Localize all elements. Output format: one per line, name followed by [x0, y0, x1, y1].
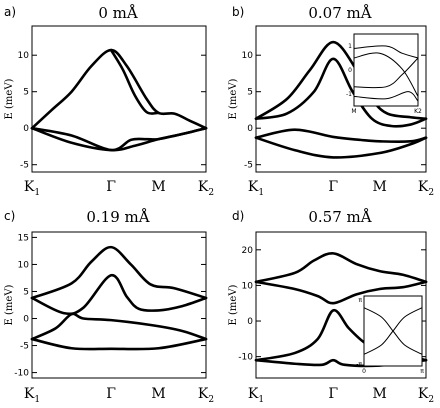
x-tick-label: Γ	[106, 179, 116, 195]
band-curve	[254, 128, 428, 143]
band-curve	[109, 48, 160, 115]
panel-title: 0.19 mÅ	[86, 208, 149, 226]
y-tick-label: 0	[247, 124, 253, 134]
inset-curve	[353, 91, 419, 102]
x-tick-label: Γ	[328, 386, 338, 402]
band-curve	[254, 136, 428, 159]
y-tick-label: 0	[247, 317, 253, 327]
y-tick-label: 5	[247, 88, 253, 98]
inset-plot: π -π0 π	[356, 295, 424, 375]
inset-plot: 1 0 -1 M K2	[346, 33, 422, 115]
y-tick-label: 5	[23, 88, 29, 98]
inset-y-tick-label: -1	[346, 91, 352, 98]
band-curve	[30, 273, 208, 316]
band-curve	[30, 312, 208, 341]
x-tick-label: K2	[198, 386, 214, 405]
inset-x-tick-label: K2	[414, 108, 422, 115]
inset-x-tick-label: 0	[362, 368, 366, 375]
inset-x-tick-label: M	[351, 108, 356, 115]
x-tick-label: K2	[418, 179, 434, 198]
x-tick-label: Γ	[328, 179, 338, 195]
y-axis-label: E (meV)	[4, 78, 15, 119]
inset-y-tick-label: 1	[348, 43, 352, 50]
y-tick-label: 10	[18, 51, 30, 61]
plot-frame	[31, 25, 207, 173]
x-tick-label: M	[151, 179, 165, 195]
band-curve	[30, 245, 208, 300]
inset-y-tick-label: -π	[356, 361, 362, 368]
inset-y-tick-label: π	[358, 297, 362, 304]
x-tick-label: M	[151, 386, 165, 402]
y-tick-label: -10	[238, 353, 253, 363]
y-tick-label: 20	[242, 246, 254, 256]
band-curve	[254, 57, 428, 128]
y-tick-label: 10	[18, 260, 30, 270]
panel-letter: a)	[4, 5, 16, 19]
y-tick-label: 10	[242, 51, 254, 61]
plot-frame	[31, 231, 207, 379]
panel-1: a) 0 mÅ E (meV) -5 0 5 10 K1 Γ M K2	[4, 4, 214, 198]
panel-title: 0 mÅ	[98, 4, 138, 22]
x-tick-label: K1	[248, 179, 264, 198]
inset-x-tick-label: π	[420, 368, 424, 375]
x-tick-label: K2	[418, 386, 434, 405]
y-axis-label: E (meV)	[228, 78, 239, 119]
band-curve	[254, 252, 428, 284]
inset-curve	[353, 57, 419, 89]
y-tick-label: -5	[20, 342, 29, 352]
x-tick-label: K1	[24, 386, 40, 405]
x-tick-label: K1	[24, 179, 40, 198]
inset-curve	[363, 307, 423, 355]
y-tick-label: 5	[23, 287, 29, 297]
y-tick-label: -5	[244, 161, 253, 171]
y-tick-label: 0	[23, 124, 29, 134]
x-tick-label: M	[372, 179, 386, 195]
panel-letter: d)	[232, 209, 244, 223]
band-curve	[30, 337, 208, 351]
y-tick-label: 0	[23, 315, 29, 325]
band-curve	[30, 48, 208, 130]
y-axis-label: E (meV)	[4, 284, 15, 325]
y-tick-label: 15	[18, 233, 29, 243]
x-tick-label: Γ	[106, 386, 116, 402]
plot-frame	[255, 231, 427, 379]
y-tick-label: -10	[14, 369, 29, 379]
panel-letter: b)	[232, 5, 244, 19]
panel-3: c) 0.19 mÅ E (meV) -10 -5 0 5 10 15 K1 Γ M K2	[4, 208, 214, 405]
y-tick-label: -5	[20, 161, 29, 171]
panel-title: 0.07 mÅ	[308, 4, 371, 22]
inset-curve	[353, 45, 419, 59]
inset-curve	[353, 52, 419, 97]
inset-y-tick-label: 0	[348, 67, 352, 74]
band-curve	[30, 126, 208, 152]
inset-frame	[353, 33, 419, 107]
y-tick-label: 10	[242, 281, 254, 291]
x-tick-label: K2	[198, 179, 214, 198]
panel-title: 0.57 mÅ	[308, 208, 371, 226]
x-tick-label: M	[372, 386, 386, 402]
y-axis-label: E (meV)	[228, 284, 239, 325]
x-tick-label: K1	[248, 386, 264, 405]
panel-letter: c)	[4, 209, 15, 223]
plot-frame	[255, 25, 427, 173]
band-curve	[254, 280, 428, 305]
